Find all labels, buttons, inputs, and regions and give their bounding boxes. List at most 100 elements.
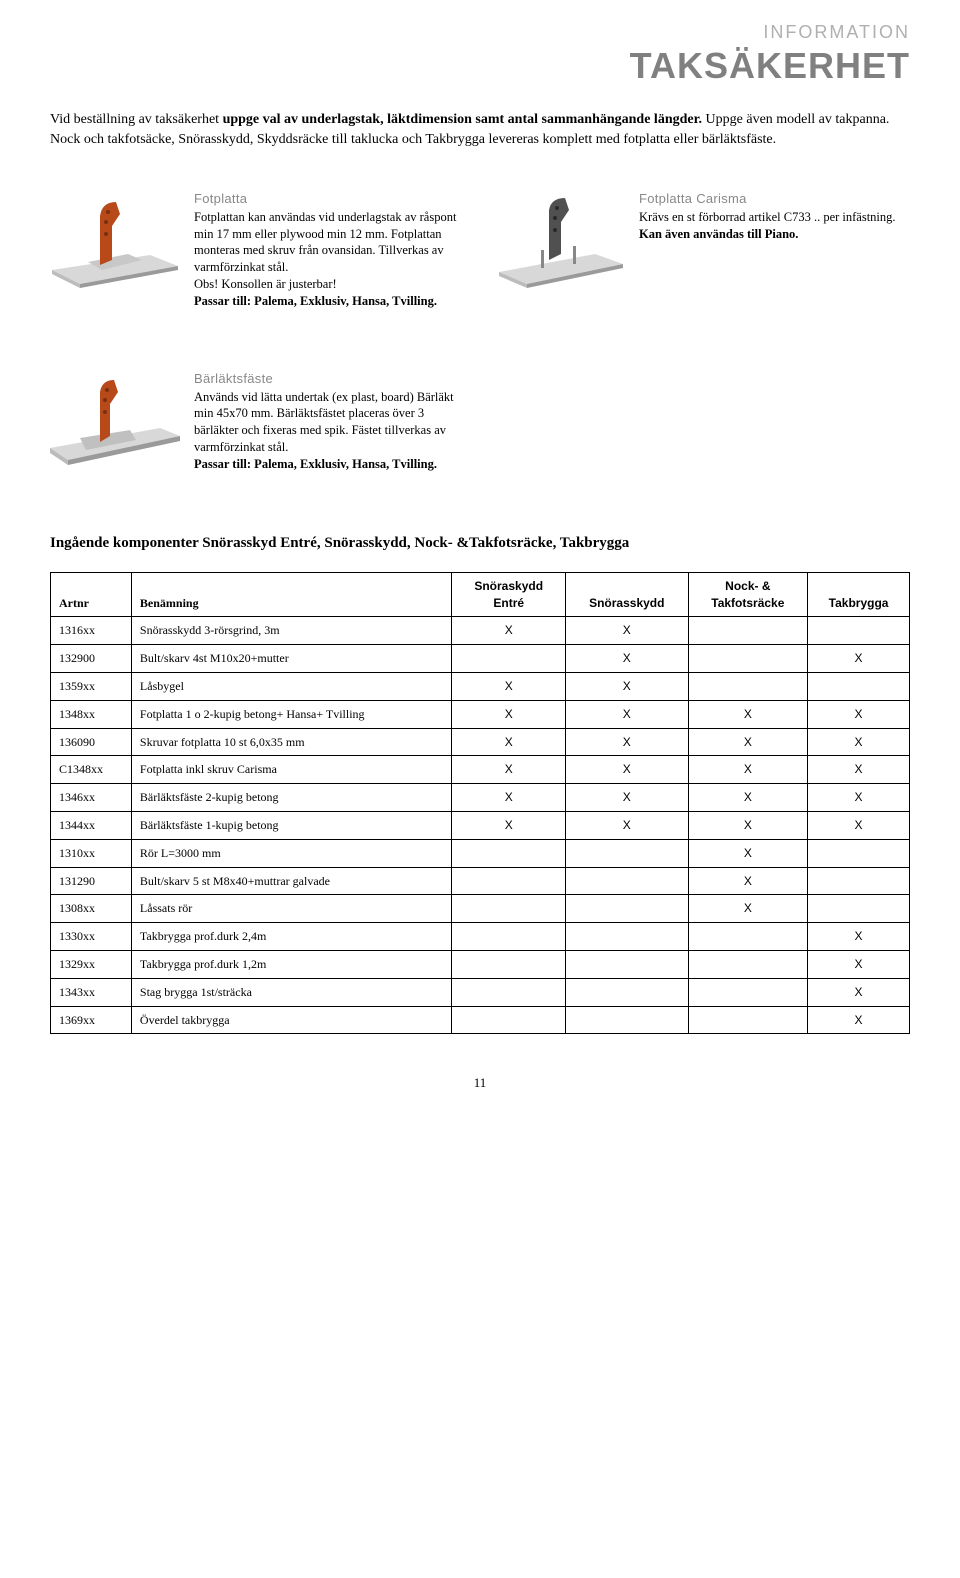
product-body2: Obs! Konsollen är justerbar! [194,277,337,291]
table-cell: Bärläktsfäste 1-kupig betong [131,812,451,840]
table-cell [688,978,808,1006]
table-cell: Fotplatta inkl skruv Carisma [131,756,451,784]
table-cell [688,923,808,951]
table-cell: Rör L=3000 mm [131,839,451,867]
table-cell: Låsbygel [131,673,451,701]
table-cell: X [808,784,910,812]
table-cell: Bult/skarv 4st M10x20+mutter [131,645,451,673]
table-cell: 131290 [51,867,132,895]
table-cell: X [808,812,910,840]
table-cell [566,895,689,923]
page-number: 11 [50,1074,910,1092]
table-cell: X [566,812,689,840]
table-cell: 1330xx [51,923,132,951]
table-row: 1329xxTakbrygga prof.durk 1,2mX [51,951,910,979]
intro-text: Vid beställning av taksäkerhet [50,112,223,127]
table-cell: 136090 [51,728,132,756]
table-cell: X [452,784,566,812]
table-row: 1348xxFotplatta 1 o 2-kupig betong+ Hans… [51,700,910,728]
table-cell: Stag brygga 1st/sträcka [131,978,451,1006]
table-cell: X [688,728,808,756]
product-title: Fotplatta [194,190,465,208]
table-cell: Takbrygga prof.durk 1,2m [131,951,451,979]
table-cell: X [566,645,689,673]
table-row: 1369xxÖverdel takbryggaX [51,1006,910,1034]
table-cell: X [452,812,566,840]
table-cell: X [688,700,808,728]
table-cell [808,867,910,895]
product-fotplatta: Fotplatta Fotplattan kan användas vid un… [50,190,465,310]
table-cell: 1308xx [51,895,132,923]
table-cell [452,978,566,1006]
table-cell: X [452,700,566,728]
table-cell [688,673,808,701]
product-body: Krävs en st förborrad artikel C733 .. pe… [639,210,896,224]
table-cell: X [808,978,910,1006]
table-cell: X [566,756,689,784]
col-takbrygga: Takbrygga [808,572,910,617]
product-carisma: Fotplatta Carisma Krävs en st förborrad … [495,190,910,310]
table-cell [808,895,910,923]
table-cell [566,923,689,951]
table-cell: 1344xx [51,812,132,840]
table-row: 132900Bult/skarv 4st M10x20+mutterXX [51,645,910,673]
table-cell [688,1006,808,1034]
table-cell: Snörasskydd 3-rörsgrind, 3m [131,617,451,645]
carisma-image [495,190,625,290]
table-cell: X [688,812,808,840]
table-cell: X [452,756,566,784]
components-table: Artnr Benämning SnöraskyddEntré Snörassk… [50,572,910,1035]
header-title: TAKSÄKERHET [50,41,910,91]
table-row: 1310xxRör L=3000 mm X [51,839,910,867]
intro-text2: Uppge även modell av takpanna. [702,112,889,127]
table-cell: X [808,728,910,756]
col-benamning: Benämning [131,572,451,617]
col-artnr: Artnr [51,572,132,617]
table-row: 1344xxBärläktsfäste 1-kupig betongXXXX [51,812,910,840]
product-body3: Passar till: Palema, Exklusiv, Hansa, Tv… [194,294,437,308]
table-row: 131290Bult/skarv 5 st M8x40+muttrar galv… [51,867,910,895]
product-title: Fotplatta Carisma [639,190,910,208]
table-cell: Fotplatta 1 o 2-kupig betong+ Hansa+ Tvi… [131,700,451,728]
table-cell: 1310xx [51,839,132,867]
table-cell [566,867,689,895]
table-row: 136090Skruvar fotplatta 10 st 6,0x35 mm X… [51,728,910,756]
table-cell: 1348xx [51,700,132,728]
page-header: INFORMATION TAKSÄKERHET [50,20,910,92]
table-row: C1348xxFotplatta inkl skruv CarismaXXXX [51,756,910,784]
table-row: 1359xxLåsbygelXX [51,673,910,701]
table-cell: X [808,923,910,951]
table-cell: X [808,700,910,728]
table-cell: X [808,756,910,784]
product-body: Fotplattan kan användas vid underlagstak… [194,210,456,275]
table-cell: X [566,617,689,645]
table-cell: Skruvar fotplatta 10 st 6,0x35 mm [131,728,451,756]
table-cell: Bult/skarv 5 st M8x40+muttrar galvade [131,867,451,895]
table-cell: X [808,951,910,979]
table-cell [566,1006,689,1034]
table-heading: Ingående komponenter Snörasskyd Entré, S… [50,533,910,554]
table-cell: X [452,617,566,645]
col-nock: Nock- &Takfotsräcke [688,572,808,617]
table-cell: C1348xx [51,756,132,784]
table-cell: X [688,867,808,895]
table-cell [566,839,689,867]
table-cell [452,1006,566,1034]
table-cell [808,673,910,701]
table-cell: X [688,839,808,867]
table-cell [566,951,689,979]
table-cell [808,617,910,645]
table-cell [452,839,566,867]
product-title: Bärläktsfäste [194,370,454,388]
table-cell [566,978,689,1006]
table-cell [688,951,808,979]
product-barlakt: Bärläktsfäste Används vid lätta undertak… [50,370,465,473]
table-cell [688,617,808,645]
table-cell: X [688,756,808,784]
table-cell [452,895,566,923]
table-row: 1343xxStag brygga 1st/sträckaX [51,978,910,1006]
product-body2: Passar till: Palema, Exklusiv, Hansa, Tv… [194,457,437,471]
table-cell: X [566,784,689,812]
table-cell: X [566,700,689,728]
table-cell [688,645,808,673]
